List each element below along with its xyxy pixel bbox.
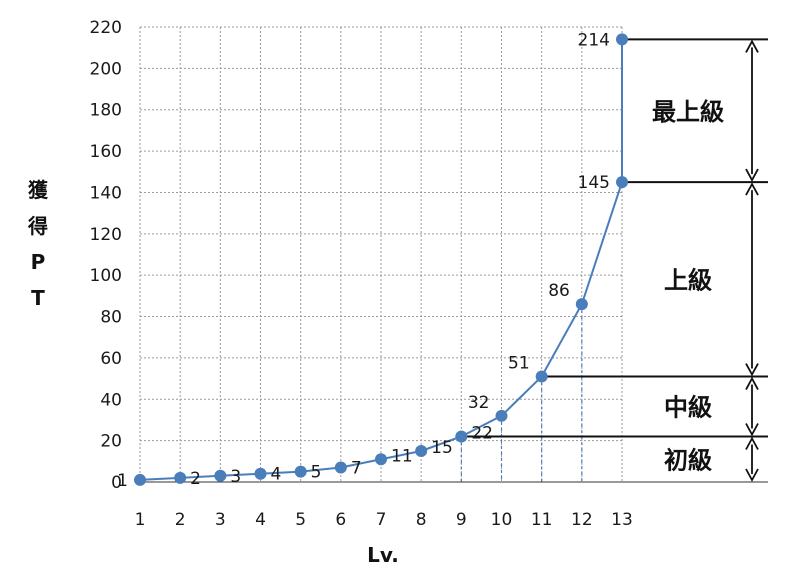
series-line — [139, 39, 623, 481]
data-point — [415, 444, 428, 457]
tier-label: 初級 — [664, 446, 712, 474]
y-tick-label: 80 — [100, 308, 122, 328]
x-tick-label: 13 — [611, 510, 633, 530]
x-tick-label: 6 — [335, 510, 346, 530]
data-label: 86 — [548, 281, 570, 301]
x-tick-labels: 1 2 3 4 5 6 7 8 9 10 11 12 13 — [135, 510, 633, 530]
gridlines — [139, 26, 768, 483]
data-point — [535, 370, 548, 383]
tier-boundary-lines — [461, 38, 768, 482]
x-tick-label: 2 — [175, 510, 186, 530]
data-point — [455, 430, 468, 443]
y-tick-label: 100 — [90, 266, 122, 286]
y-tick-label: 140 — [90, 183, 122, 203]
x-tick-label: 11 — [531, 510, 553, 530]
tier-arrow-head-top — [745, 182, 759, 196]
y-axis-title-char: T — [31, 286, 45, 310]
y-tick-label: 20 — [100, 432, 122, 452]
tier-label: 最上級 — [652, 98, 724, 126]
data-label: 4 — [271, 465, 282, 485]
x-axis-title: Lv. — [367, 543, 399, 567]
data-label: 2 — [190, 469, 201, 489]
data-point — [214, 469, 227, 482]
x-tick-label: 1 — [135, 510, 146, 530]
data-label: 15 — [431, 438, 453, 458]
data-point — [616, 33, 628, 46]
data-point — [134, 473, 146, 486]
data-label: 3 — [230, 467, 241, 487]
series — [139, 39, 623, 481]
data-label: 214 — [578, 30, 610, 50]
data-point — [495, 409, 508, 422]
y-axis-title-char: 獲 — [28, 178, 49, 202]
x-tick-label: 4 — [255, 510, 266, 530]
y-axis-title-char: P — [31, 250, 46, 274]
tier-label: 中級 — [664, 394, 712, 422]
x-tick-label: 3 — [215, 510, 226, 530]
y-tick-label: 40 — [100, 390, 122, 410]
data-point — [375, 453, 387, 466]
tier-arrow-head-bottom — [745, 363, 759, 377]
data-point — [334, 461, 347, 474]
data-label: 51 — [508, 354, 530, 374]
data-point — [174, 471, 187, 484]
x-tick-label: 5 — [295, 510, 306, 530]
tier-arrow-head-top — [745, 376, 759, 390]
data-points — [134, 33, 628, 486]
tier-arrow-head-top — [745, 39, 759, 53]
data-labels: 1 2 3 4 5 7 11 15 22 32 51 86 145 214 — [117, 30, 610, 491]
y-tick-label: 120 — [90, 225, 122, 245]
x-tick-label: 12 — [571, 510, 593, 530]
data-label: 11 — [391, 446, 413, 466]
tier-arrow-head-top — [745, 436, 759, 450]
y-tick-label: 220 — [90, 18, 122, 38]
tier-arrow-head-bottom — [745, 423, 759, 437]
x-tick-label: 9 — [456, 510, 467, 530]
tier-arrow-head-bottom — [745, 168, 759, 182]
y-tick-label: 180 — [90, 101, 122, 121]
x-tick-label: 7 — [376, 510, 387, 530]
x-tick-label: 10 — [491, 510, 513, 530]
x-tick-label: 8 — [416, 510, 427, 530]
y-axis-title-char: 得 — [27, 214, 48, 238]
tier-arrow-head-bottom — [745, 468, 759, 482]
y-tick-label: 60 — [100, 349, 122, 369]
y-tick-label: 0 — [111, 473, 122, 493]
data-point — [575, 298, 588, 311]
tier-label: 上級 — [664, 266, 712, 294]
data-point — [294, 465, 307, 478]
data-label: 145 — [578, 173, 610, 193]
data-point — [254, 467, 267, 480]
data-label: 7 — [351, 459, 362, 479]
data-label: 22 — [471, 424, 493, 444]
vertical-drop-lines — [460, 304, 583, 482]
data-label: 32 — [468, 393, 490, 413]
data-label: 1 — [117, 471, 128, 491]
y-tick-label: 200 — [90, 59, 122, 79]
data-label: 5 — [311, 463, 322, 483]
y-tick-label: 160 — [90, 142, 122, 162]
y-tick-labels: 0 20 40 60 80 100 120 140 160 180 200 220 — [90, 18, 122, 493]
data-point — [616, 176, 628, 189]
